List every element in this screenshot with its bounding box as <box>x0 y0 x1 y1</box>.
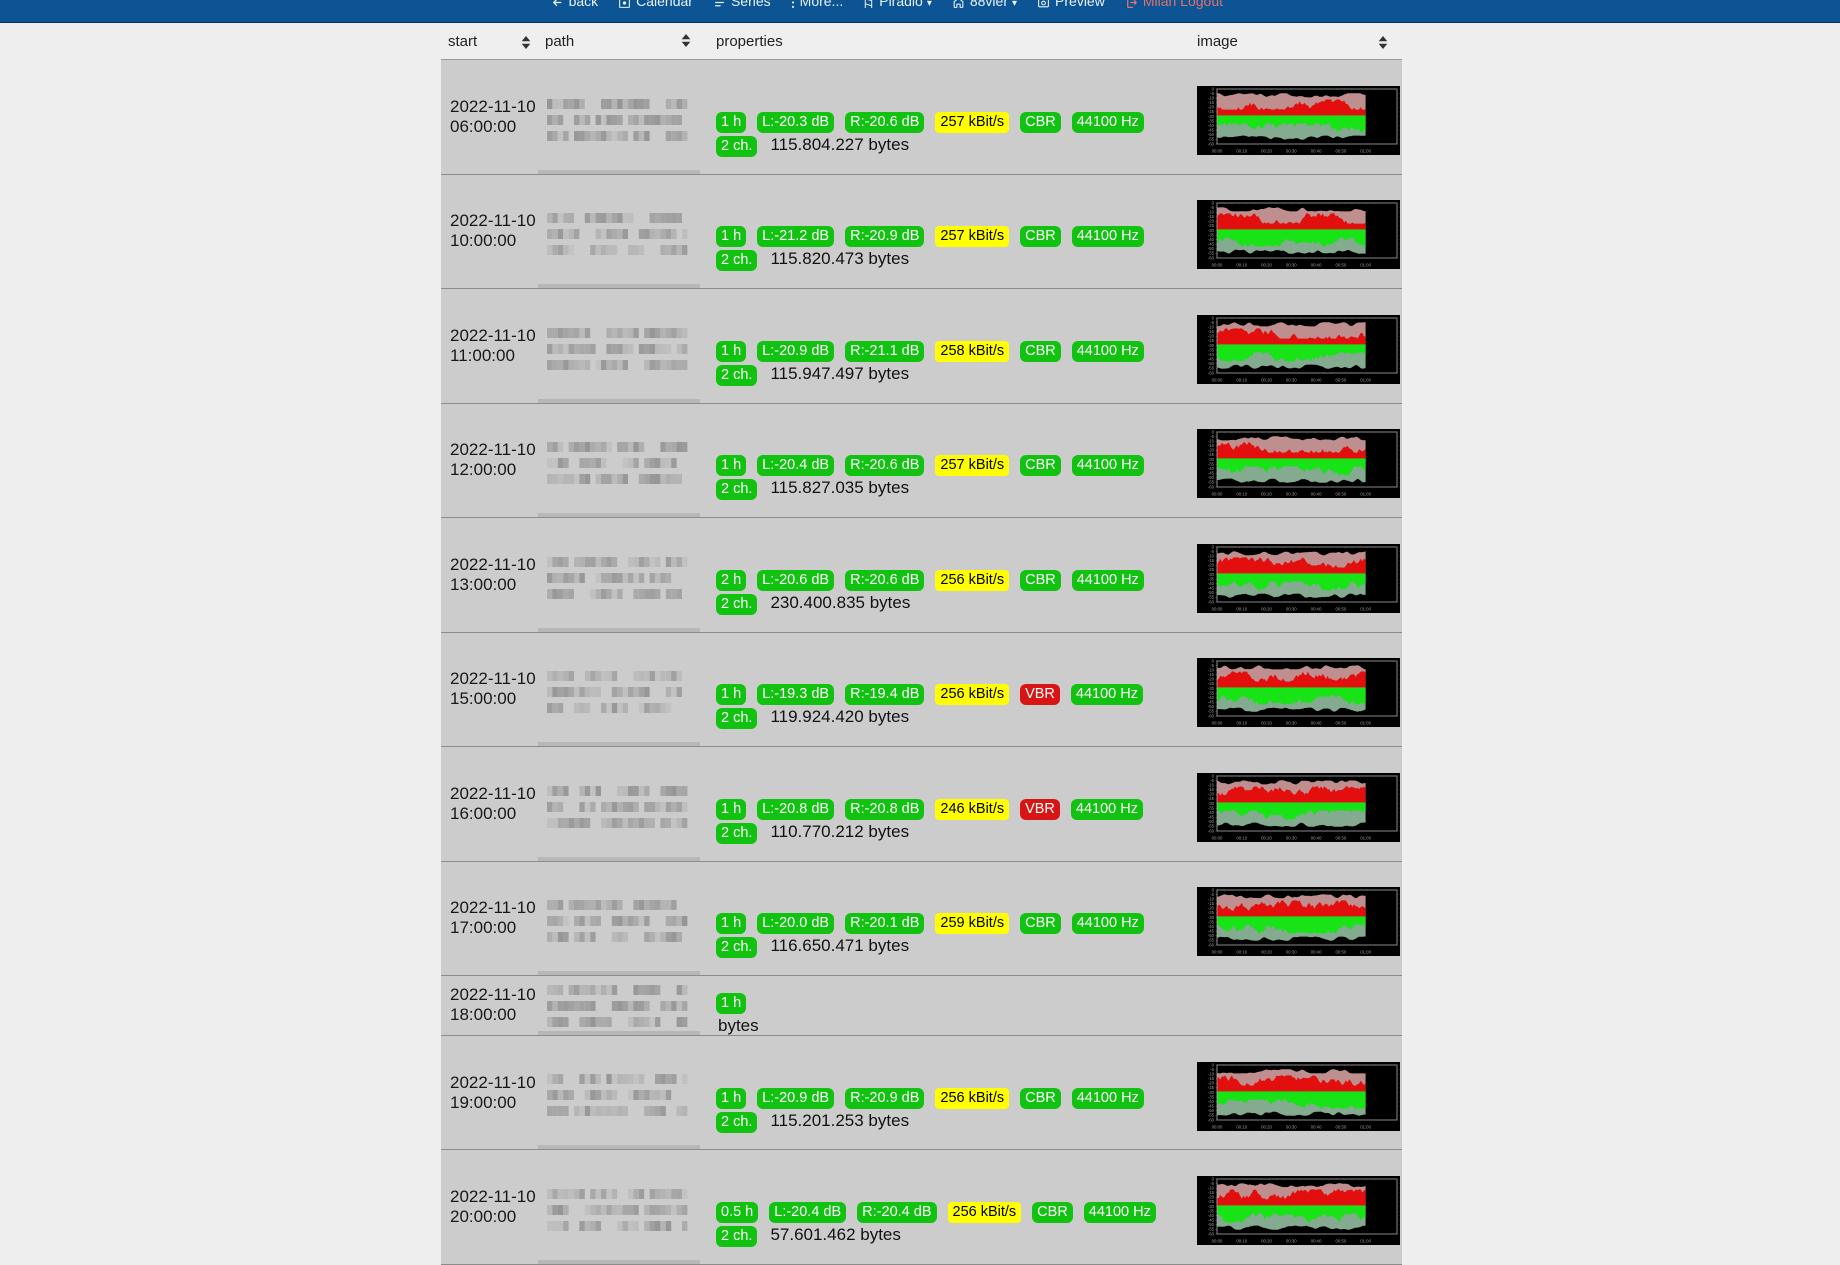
svg-text:00:00: 00:00 <box>1212 606 1223 611</box>
svg-text:00:50: 00:50 <box>1336 148 1347 153</box>
svg-text:-60: -60 <box>1208 599 1215 604</box>
svg-text:00:10: 00:10 <box>1236 950 1247 955</box>
svg-text:00:40: 00:40 <box>1311 492 1322 497</box>
svg-text:00:20: 00:20 <box>1261 377 1272 382</box>
svg-text:00:40: 00:40 <box>1311 1124 1322 1129</box>
svg-text:00:00: 00:00 <box>1212 950 1223 955</box>
svg-text:00:10: 00:10 <box>1236 377 1247 382</box>
svg-text:00:30: 00:30 <box>1286 606 1297 611</box>
svg-text:00:20: 00:20 <box>1261 492 1272 497</box>
svg-text:00:20: 00:20 <box>1261 1239 1272 1244</box>
svg-text:00:10: 00:10 <box>1236 1124 1247 1129</box>
svg-text:-60: -60 <box>1208 370 1215 375</box>
svg-text:00:50: 00:50 <box>1336 835 1347 840</box>
svg-text:01:00: 01:00 <box>1360 1239 1371 1244</box>
svg-text:00:20: 00:20 <box>1261 606 1272 611</box>
svg-text:00:10: 00:10 <box>1236 148 1247 153</box>
svg-text:-60: -60 <box>1208 1117 1215 1122</box>
svg-text:00:40: 00:40 <box>1311 835 1322 840</box>
svg-text:-60: -60 <box>1208 141 1215 146</box>
svg-text:00:20: 00:20 <box>1261 721 1272 726</box>
svg-text:00:10: 00:10 <box>1236 606 1247 611</box>
svg-text:00:30: 00:30 <box>1286 377 1297 382</box>
svg-text:00:20: 00:20 <box>1261 835 1272 840</box>
svg-text:01:00: 01:00 <box>1360 263 1371 268</box>
svg-text:01:00: 01:00 <box>1360 721 1371 726</box>
svg-text:00:40: 00:40 <box>1311 606 1322 611</box>
svg-text:00:10: 00:10 <box>1236 1239 1247 1244</box>
svg-text:01:00: 01:00 <box>1360 950 1371 955</box>
svg-text:00:10: 00:10 <box>1236 263 1247 268</box>
svg-text:00:20: 00:20 <box>1261 950 1272 955</box>
svg-text:00:30: 00:30 <box>1286 835 1297 840</box>
svg-text:01:00: 01:00 <box>1360 835 1371 840</box>
svg-text:00:30: 00:30 <box>1286 148 1297 153</box>
svg-text:-60: -60 <box>1208 828 1215 833</box>
svg-text:00:40: 00:40 <box>1311 721 1322 726</box>
svg-text:00:50: 00:50 <box>1336 606 1347 611</box>
svg-text:00:30: 00:30 <box>1286 1239 1297 1244</box>
svg-text:00:50: 00:50 <box>1336 492 1347 497</box>
svg-text:01:00: 01:00 <box>1360 492 1371 497</box>
svg-text:-60: -60 <box>1208 485 1215 490</box>
svg-text:01:00: 01:00 <box>1360 606 1371 611</box>
svg-text:-60: -60 <box>1208 714 1215 719</box>
svg-text:00:50: 00:50 <box>1336 721 1347 726</box>
svg-text:00:00: 00:00 <box>1212 148 1223 153</box>
svg-text:00:00: 00:00 <box>1212 492 1223 497</box>
svg-text:00:10: 00:10 <box>1236 721 1247 726</box>
svg-text:00:00: 00:00 <box>1212 1239 1223 1244</box>
svg-text:00:10: 00:10 <box>1236 492 1247 497</box>
svg-text:00:40: 00:40 <box>1311 148 1322 153</box>
svg-text:00:20: 00:20 <box>1261 1124 1272 1129</box>
svg-text:-60: -60 <box>1208 256 1215 261</box>
svg-text:01:00: 01:00 <box>1360 1124 1371 1129</box>
svg-text:-60: -60 <box>1208 943 1215 948</box>
svg-text:00:40: 00:40 <box>1311 377 1322 382</box>
svg-text:00:30: 00:30 <box>1286 721 1297 726</box>
svg-text:01:00: 01:00 <box>1360 148 1371 153</box>
svg-text:00:50: 00:50 <box>1336 1239 1347 1244</box>
svg-text:00:50: 00:50 <box>1336 377 1347 382</box>
svg-text:00:30: 00:30 <box>1286 1124 1297 1129</box>
svg-text:00:50: 00:50 <box>1336 950 1347 955</box>
svg-text:00:30: 00:30 <box>1286 950 1297 955</box>
svg-text:00:40: 00:40 <box>1311 1239 1322 1244</box>
svg-text:00:00: 00:00 <box>1212 835 1223 840</box>
svg-text:00:20: 00:20 <box>1261 263 1272 268</box>
svg-text:00:00: 00:00 <box>1212 263 1223 268</box>
svg-text:00:40: 00:40 <box>1311 950 1322 955</box>
svg-text:00:20: 00:20 <box>1261 148 1272 153</box>
svg-text:00:10: 00:10 <box>1236 835 1247 840</box>
svg-text:00:30: 00:30 <box>1286 492 1297 497</box>
svg-text:00:00: 00:00 <box>1212 721 1223 726</box>
svg-text:00:00: 00:00 <box>1212 377 1223 382</box>
svg-text:00:50: 00:50 <box>1336 263 1347 268</box>
svg-text:-60: -60 <box>1208 1231 1215 1236</box>
svg-text:01:00: 01:00 <box>1360 377 1371 382</box>
svg-text:00:50: 00:50 <box>1336 1124 1347 1129</box>
svg-text:00:40: 00:40 <box>1311 263 1322 268</box>
svg-text:00:30: 00:30 <box>1286 263 1297 268</box>
svg-text:00:00: 00:00 <box>1212 1124 1223 1129</box>
